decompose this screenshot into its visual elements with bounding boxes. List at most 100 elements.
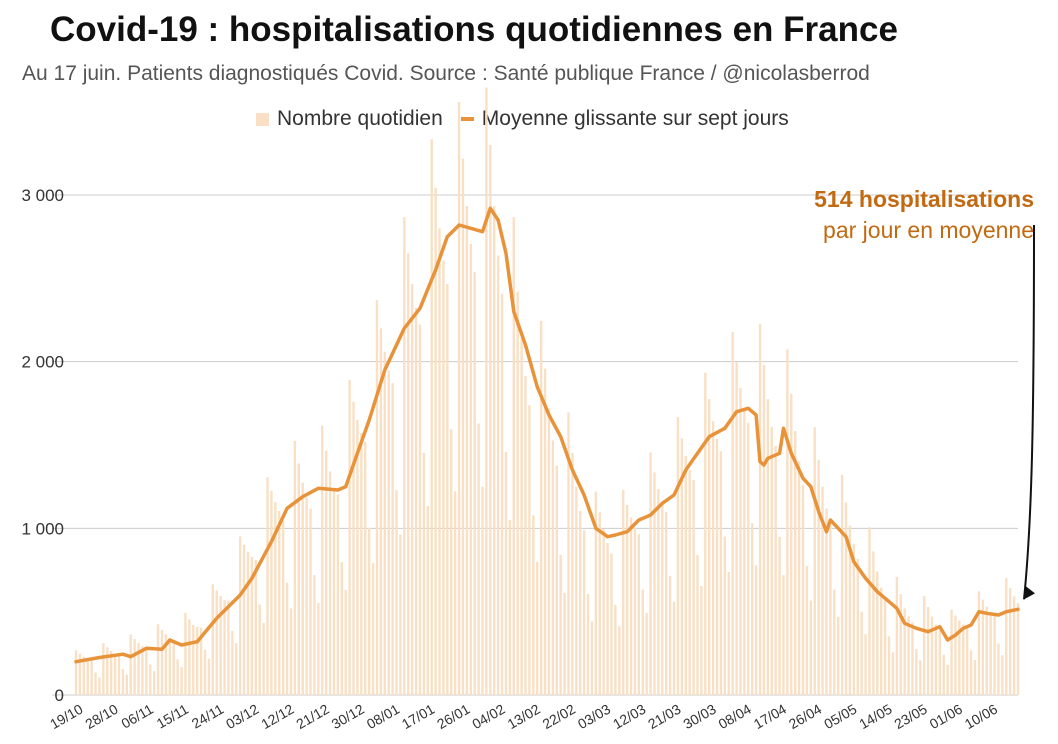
daily-bar <box>461 158 465 695</box>
daily-bar <box>766 399 770 695</box>
daily-bar <box>711 421 715 695</box>
daily-bar <box>113 653 117 695</box>
daily-bar <box>680 438 684 695</box>
daily-bar <box>997 643 1000 695</box>
daily-bar <box>110 650 113 695</box>
daily-bar <box>215 590 218 695</box>
daily-bar <box>696 554 699 695</box>
x-tick-label: 08/04 <box>716 701 755 732</box>
daily-bar <box>555 465 558 695</box>
daily-bar <box>199 627 203 695</box>
daily-bar <box>317 602 320 695</box>
daily-bar <box>848 525 852 695</box>
daily-bar <box>258 604 261 695</box>
daily-bar <box>328 471 332 695</box>
daily-bar <box>708 399 711 695</box>
daily-bar <box>153 671 156 695</box>
daily-bar <box>598 512 601 695</box>
daily-bar <box>235 643 238 695</box>
daily-bar <box>442 260 445 695</box>
daily-bar <box>106 647 109 695</box>
x-tick-label: 24/11 <box>189 701 227 732</box>
daily-bar <box>926 607 930 695</box>
daily-bar <box>1012 596 1016 695</box>
daily-bar <box>993 616 996 695</box>
daily-bar <box>649 452 652 695</box>
x-tick-label: 28/10 <box>82 701 121 732</box>
daily-bar <box>610 553 613 695</box>
daily-bar <box>700 586 703 695</box>
daily-bar <box>797 461 801 695</box>
daily-bar <box>309 508 312 695</box>
daily-bar <box>238 536 242 695</box>
daily-bar <box>883 598 887 695</box>
x-tick-label: 21/03 <box>645 701 684 732</box>
daily-bar <box>348 379 351 695</box>
daily-bar <box>500 293 504 695</box>
annotation: 514 hospitalisations par jour en moyenne <box>814 184 1034 246</box>
legend-bar-swatch <box>256 112 269 126</box>
daily-bar <box>837 616 840 695</box>
daily-bar <box>469 243 472 695</box>
daily-bar <box>813 427 816 695</box>
daily-bar <box>586 594 590 695</box>
daily-bar <box>872 551 875 695</box>
daily-bar <box>446 284 449 695</box>
daily-bar <box>528 405 531 695</box>
daily-bar <box>192 625 195 695</box>
chart-subtitle: Au 17 juin. Patients diagnostiqués Covid… <box>22 62 870 85</box>
legend-bar-label: Nombre quotidien <box>277 107 443 130</box>
daily-bar <box>133 639 136 695</box>
daily-bar <box>254 559 257 695</box>
daily-bar <box>899 594 902 695</box>
daily-bar <box>782 575 785 695</box>
daily-bar <box>825 508 828 695</box>
daily-bar <box>371 563 375 695</box>
x-tick-label: 01/06 <box>927 701 966 732</box>
daily-bar <box>805 565 809 695</box>
daily-bar <box>313 575 316 695</box>
daily-bar <box>536 562 539 695</box>
daily-bar <box>958 620 961 695</box>
daily-bar <box>887 636 891 695</box>
daily-bar <box>285 582 289 695</box>
daily-bar <box>450 429 453 695</box>
daily-bar <box>321 425 324 695</box>
daily-bar <box>579 511 582 695</box>
daily-bar <box>606 543 609 695</box>
daily-bar <box>516 291 519 695</box>
x-tick-label: 21/12 <box>293 701 332 732</box>
daily-bar <box>125 674 128 695</box>
x-tick-label: 17/04 <box>751 701 790 732</box>
daily-bar <box>590 621 594 695</box>
daily-bar <box>274 502 277 695</box>
daily-bar <box>657 489 660 695</box>
y-tick-label: 3 000 <box>21 186 64 205</box>
daily-bar <box>305 497 308 695</box>
daily-bar <box>625 504 629 695</box>
daily-bar <box>727 572 730 695</box>
daily-bar <box>762 365 766 695</box>
daily-bar <box>614 604 617 695</box>
daily-bar <box>754 565 758 695</box>
daily-bar <box>563 592 566 695</box>
daily-bar <box>473 272 476 695</box>
daily-bar <box>364 441 367 695</box>
daily-bar <box>575 486 578 695</box>
daily-bar <box>985 606 988 695</box>
daily-bar <box>786 349 789 695</box>
daily-bar <box>395 490 398 695</box>
x-tick-label: 23/05 <box>891 701 930 732</box>
daily-bar <box>242 544 246 695</box>
daily-bar <box>938 630 941 695</box>
daily-bar <box>821 486 824 695</box>
daily-bar <box>430 139 433 695</box>
daily-bar <box>485 87 488 695</box>
daily-bar <box>880 587 883 695</box>
moving-average-line <box>74 206 1020 664</box>
daily-bar <box>352 401 355 695</box>
daily-bar <box>434 187 437 695</box>
daily-bar <box>723 536 727 695</box>
daily-bar <box>262 623 265 695</box>
